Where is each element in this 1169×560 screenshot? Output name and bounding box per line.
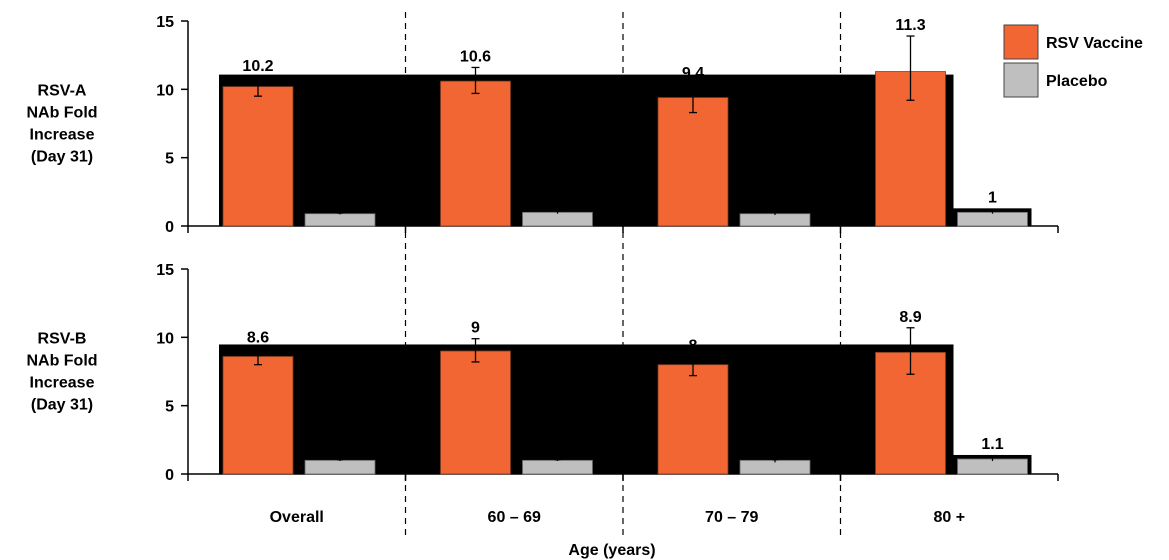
panel-1-placebo-label-3: 1.1 xyxy=(981,436,1003,453)
panel-1-ytick-label-0: 0 xyxy=(165,467,174,484)
panel-0-vaccine-bar-0 xyxy=(222,86,294,227)
panel-0-ytick-label-3: 15 xyxy=(156,14,174,31)
panel-0-ylabel-line-1: NAb Fold xyxy=(26,105,97,122)
x-axis-title: Age (years) xyxy=(568,542,655,559)
legend-label-0: RSV Vaccine xyxy=(1046,35,1143,52)
panel-0-placebo-bar-3 xyxy=(957,211,1028,227)
panel-1-vaccine-label-1: 9 xyxy=(471,320,480,337)
panel-1-ytick-label-3: 15 xyxy=(156,262,174,279)
category-label-0: Overall xyxy=(270,509,324,526)
legend-swatch-1 xyxy=(1003,62,1039,98)
panel-1-vaccine-bar-1 xyxy=(440,350,511,475)
panel-0-vaccine-label-0: 10.2 xyxy=(242,58,273,75)
panel-1-backdrop xyxy=(219,344,954,474)
panel-0-ylabel-line-3: (Day 31) xyxy=(31,149,93,166)
panel-0-ytick-label-2: 10 xyxy=(156,82,174,99)
panel-0-placebo-bar-2 xyxy=(739,213,811,227)
category-label-3: 80 + xyxy=(933,509,965,526)
panel-0-vaccine-bar-2 xyxy=(657,97,729,227)
panel-1-placebo-bar-3 xyxy=(957,458,1028,475)
panel-1-vaccine-bar-2 xyxy=(657,364,729,475)
panel-0-placebo-label-3: 1 xyxy=(988,189,997,206)
category-label-1: 60 – 69 xyxy=(488,509,541,526)
panel-1-ytick-label-2: 10 xyxy=(156,330,174,347)
panel-0-vaccine-label-1: 10.6 xyxy=(460,48,491,65)
panel-1-ylabel-line-0: RSV-B xyxy=(38,331,87,348)
panel-1-placebo-bar-1 xyxy=(522,459,593,475)
panel-0-backdrop xyxy=(219,74,954,226)
legend-label-1: Placebo xyxy=(1046,73,1108,90)
panel-1-vaccine-bar-0 xyxy=(222,356,294,475)
panel-0-placebo-bar-0 xyxy=(304,213,376,227)
panel-0-vaccine-bar-1 xyxy=(440,80,511,227)
panel-1-placebo-bar-0 xyxy=(304,459,376,475)
panel-0-ytick-label-1: 5 xyxy=(165,151,174,168)
panel-1-ylabel-line-3: (Day 31) xyxy=(31,397,93,414)
panel-1-ylabel-line-1: NAb Fold xyxy=(26,353,97,370)
panel-0-ytick-label-0: 0 xyxy=(165,219,174,236)
panel-0-vaccine-label-3: 11.3 xyxy=(895,17,925,34)
panel-1-vaccine-label-2: 8 xyxy=(689,337,698,354)
panel-1-ytick-label-1: 5 xyxy=(165,399,174,416)
panel-0-placebo-bar-1 xyxy=(522,211,593,227)
panel-1-ylabel-line-2: Increase xyxy=(30,375,95,392)
panel-1-vaccine-label-0: 8.6 xyxy=(247,329,269,346)
legend-swatch-0 xyxy=(1003,24,1039,60)
panel-0-ylabel-line-0: RSV-A xyxy=(38,83,87,100)
panel-0-vaccine-label-2: 9.4 xyxy=(682,65,704,82)
panel-1-vaccine-label-3: 8.9 xyxy=(899,309,921,326)
category-label-2: 70 – 79 xyxy=(705,509,758,526)
panel-0-ylabel-line-2: Increase xyxy=(30,127,95,144)
